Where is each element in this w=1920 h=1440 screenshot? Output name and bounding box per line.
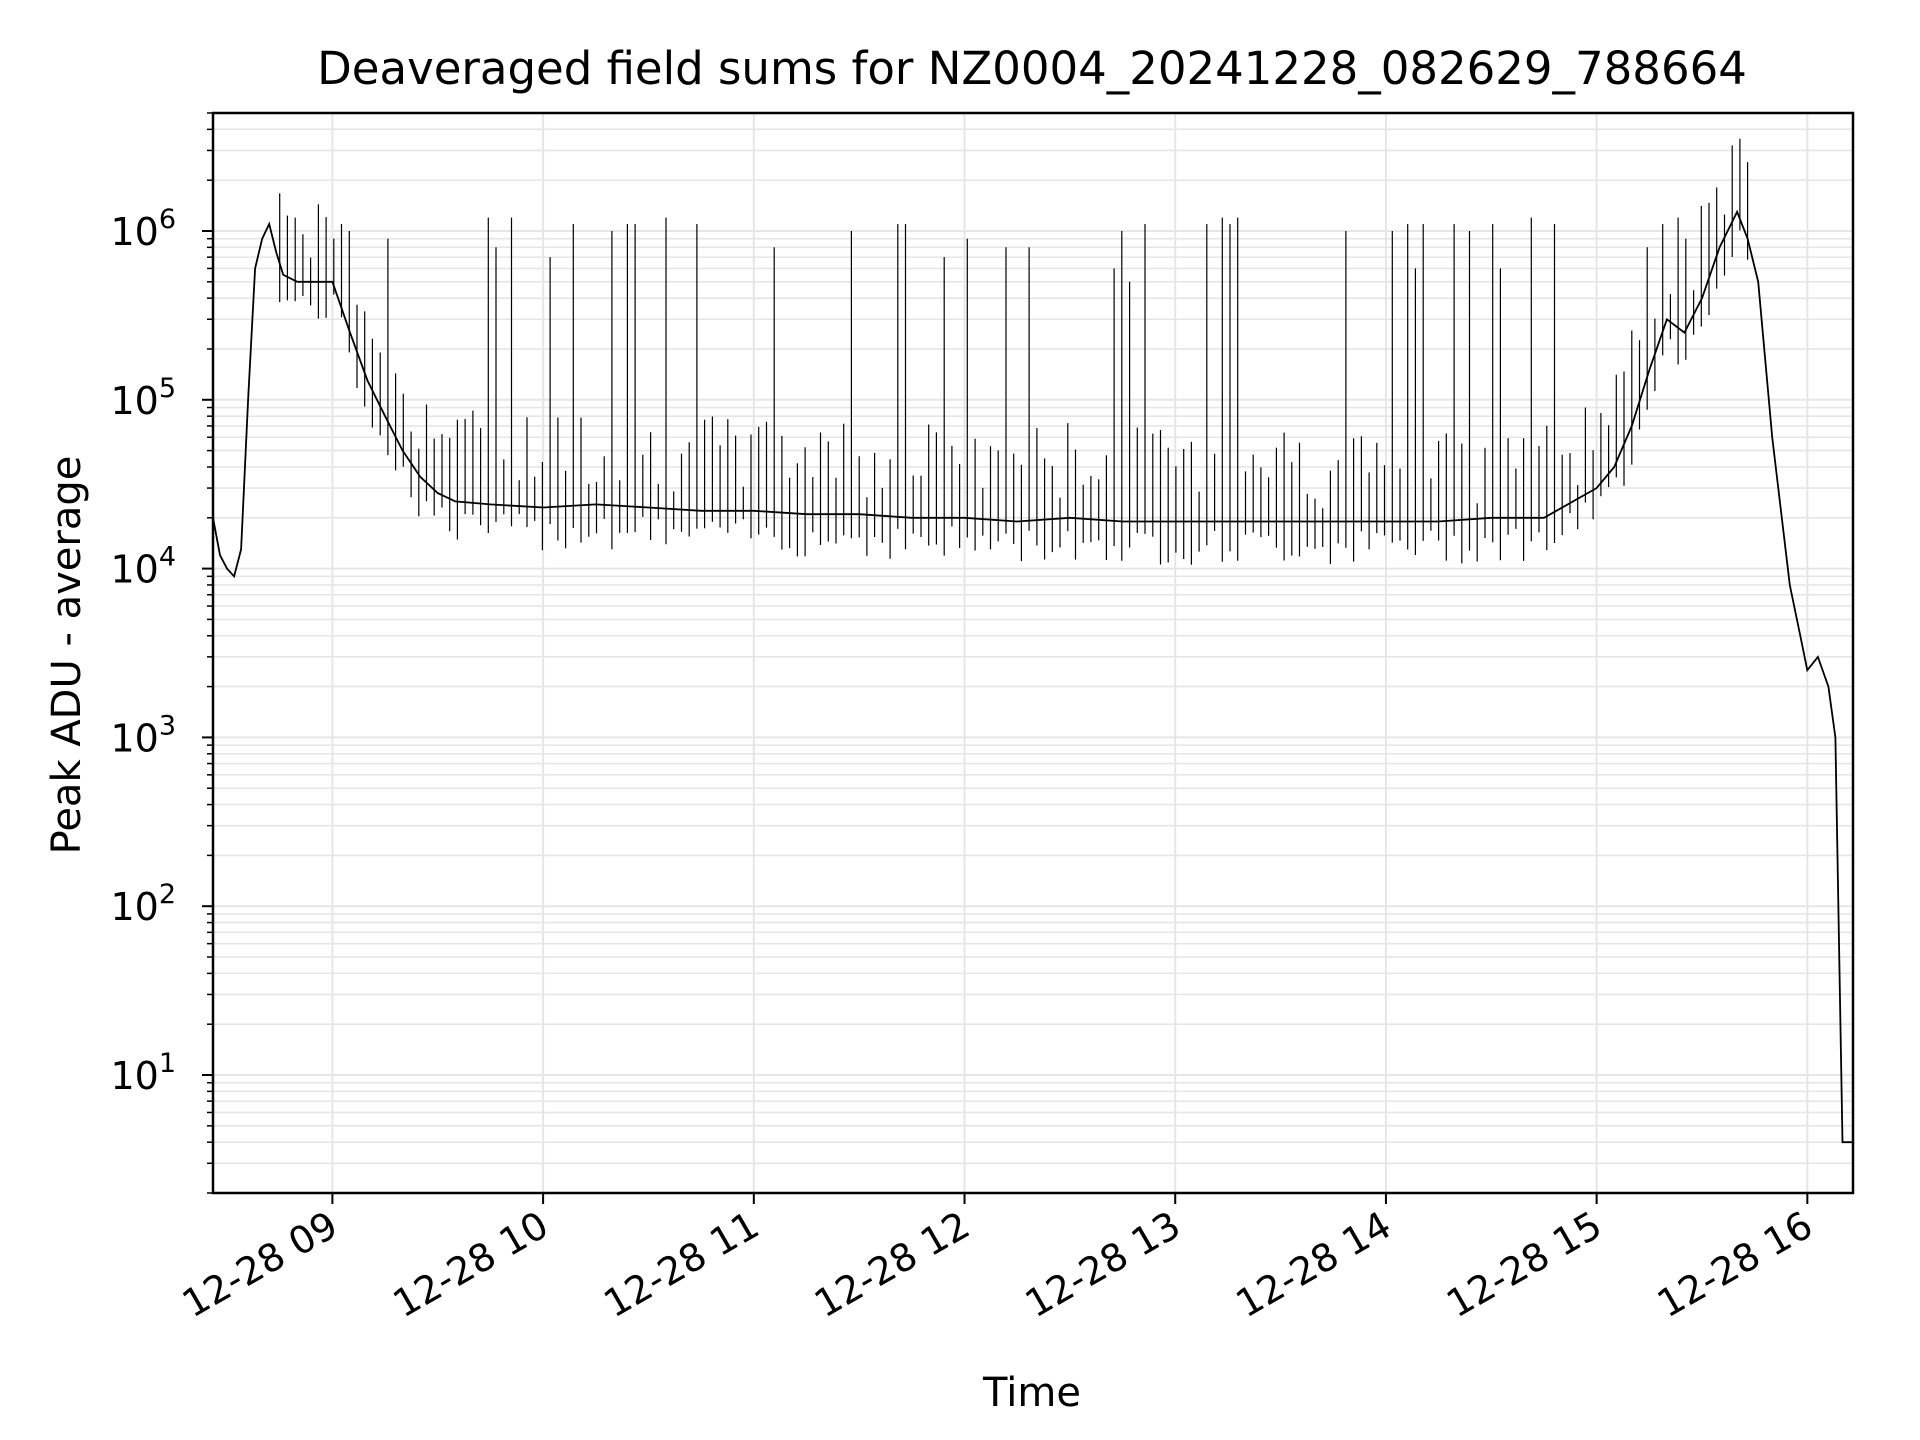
- y-tick-label: 106: [110, 204, 176, 254]
- y-tick-base: 10: [110, 885, 158, 929]
- y-tick-label: 101: [110, 1048, 176, 1098]
- spike-series: [279, 138, 1749, 565]
- chart-title: Deaveraged field sums for NZ0004_2024122…: [317, 42, 1747, 95]
- y-tick-base: 10: [110, 379, 158, 423]
- y-tick-label: 102: [110, 879, 176, 929]
- y-tick-base: 10: [110, 1054, 158, 1098]
- y-tick-exponent: 2: [159, 879, 176, 910]
- y-tick-exponent: 4: [159, 542, 176, 573]
- y-tick-label: 105: [110, 373, 176, 423]
- y-tick-exponent: 6: [159, 204, 176, 235]
- y-tick-label: 104: [110, 542, 176, 592]
- y-tick-base: 10: [110, 548, 158, 592]
- y-tick-label: 103: [110, 710, 176, 760]
- y-tick-base: 10: [110, 716, 158, 760]
- y-axis-label: Peak ADU - average: [44, 456, 90, 855]
- y-tick-exponent: 5: [159, 373, 176, 404]
- plot-frame: [211, 111, 1855, 1195]
- x-axis-label: Time: [982, 1370, 1081, 1416]
- y-tick-exponent: 1: [159, 1048, 176, 1079]
- series-line: [212, 209, 1853, 1144]
- y-tick-exponent: 3: [159, 710, 176, 741]
- y-tick-base: 10: [110, 210, 158, 254]
